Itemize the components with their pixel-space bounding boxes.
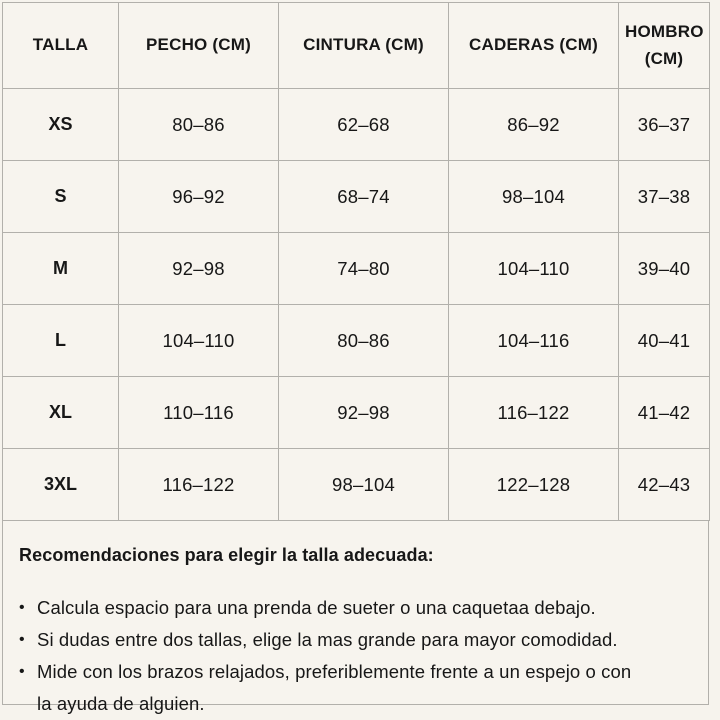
table-row-s: S 96–92 68–74 98–104 37–38	[2, 160, 710, 233]
recommendation-text: Si dudas entre dos tallas, elige la mas …	[37, 629, 618, 650]
cintura-value: 98–104	[278, 448, 449, 521]
caderas-value: 98–104	[448, 160, 619, 233]
bullet-icon: •	[19, 663, 25, 680]
table-row-3xl: 3XL 116–122 98–104 122–128 42–43	[2, 448, 710, 521]
pecho-value: 92–98	[118, 232, 279, 305]
caderas-value: 104–116	[448, 304, 619, 377]
list-item: • Calcula espacio para una prenda de sue…	[19, 592, 690, 624]
pecho-value: 110–116	[118, 376, 279, 449]
size-label: XL	[2, 376, 119, 449]
pecho-value: 96–92	[118, 160, 279, 233]
hombro-value: 40–41	[618, 304, 710, 377]
cintura-value: 62–68	[278, 88, 449, 161]
table-row-l: L 104–110 80–86 104–116 40–41	[2, 304, 710, 377]
column-header-hombro: HOMBRO (CM)	[618, 2, 710, 89]
caderas-value: 116–122	[448, 376, 619, 449]
recommendations-heading: Recomendaciones para elegir la talla ade…	[19, 545, 434, 565]
column-header-cintura: CINTURA (CM)	[278, 2, 449, 89]
column-header-caderas: CADERAS (CM)	[448, 2, 619, 89]
cintura-value: 74–80	[278, 232, 449, 305]
recommendation-text: Mide con los brazos relajados, preferibl…	[37, 661, 632, 714]
caderas-value: 122–128	[448, 448, 619, 521]
size-table: TALLA PECHO (CM) CINTURA (CM) CADERAS (C…	[2, 2, 710, 521]
hombro-value: 42–43	[618, 448, 710, 521]
size-label: L	[2, 304, 119, 377]
size-label: S	[2, 160, 119, 233]
pecho-value: 116–122	[118, 448, 279, 521]
hombro-value: 41–42	[618, 376, 710, 449]
header-row: TALLA PECHO (CM) CINTURA (CM) CADERAS (C…	[2, 2, 710, 89]
table-row-m: M 92–98 74–80 104–110 39–40	[2, 232, 710, 305]
size-chart: TALLA PECHO (CM) CINTURA (CM) CADERAS (C…	[2, 2, 710, 714]
recommendations-section: Recomendaciones para elegir la talla ade…	[2, 521, 709, 714]
size-label: XS	[2, 88, 119, 161]
column-header-pecho: PECHO (CM)	[118, 2, 279, 89]
table-row-xl: XL 110–116 92–98 116–122 41–42	[2, 376, 710, 449]
list-item: • Mide con los brazos relajados, preferi…	[19, 656, 690, 720]
pecho-value: 104–110	[118, 304, 279, 377]
caderas-value: 104–110	[448, 232, 619, 305]
hombro-value: 36–37	[618, 88, 710, 161]
pecho-value: 80–86	[118, 88, 279, 161]
cintura-value: 92–98	[278, 376, 449, 449]
column-header-talla: TALLA	[2, 2, 119, 89]
hombro-value: 37–38	[618, 160, 710, 233]
cintura-value: 68–74	[278, 160, 449, 233]
bullet-icon: •	[19, 599, 25, 616]
bullet-icon: •	[19, 631, 25, 648]
size-label: 3XL	[2, 448, 119, 521]
recommendation-text: Calcula espacio para una prenda de suete…	[37, 597, 596, 618]
caderas-value: 86–92	[448, 88, 619, 161]
cintura-value: 80–86	[278, 304, 449, 377]
hombro-value: 39–40	[618, 232, 710, 305]
list-item: • Si dudas entre dos tallas, elige la ma…	[19, 624, 690, 656]
table-row-xs: XS 80–86 62–68 86–92 36–37	[2, 88, 710, 161]
size-label: M	[2, 232, 119, 305]
